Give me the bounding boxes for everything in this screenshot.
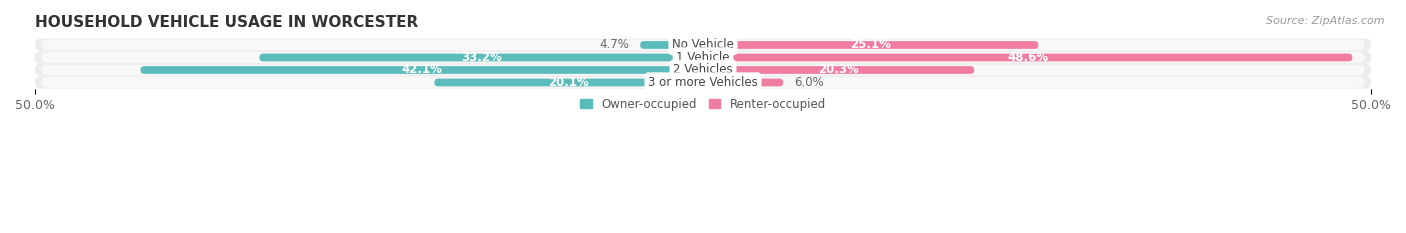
Text: 4.7%: 4.7%	[599, 38, 630, 51]
Text: 25.1%: 25.1%	[851, 38, 891, 51]
FancyBboxPatch shape	[640, 41, 703, 49]
FancyBboxPatch shape	[703, 66, 974, 74]
Text: HOUSEHOLD VEHICLE USAGE IN WORCESTER: HOUSEHOLD VEHICLE USAGE IN WORCESTER	[35, 15, 418, 30]
FancyBboxPatch shape	[703, 79, 783, 86]
Text: 6.0%: 6.0%	[794, 76, 824, 89]
Text: 48.6%: 48.6%	[1007, 51, 1049, 64]
FancyBboxPatch shape	[42, 52, 1364, 63]
FancyBboxPatch shape	[42, 77, 1364, 88]
FancyBboxPatch shape	[42, 40, 1364, 50]
Text: 2 Vehicles: 2 Vehicles	[673, 63, 733, 76]
Legend: Owner-occupied, Renter-occupied: Owner-occupied, Renter-occupied	[575, 93, 831, 115]
FancyBboxPatch shape	[703, 41, 1039, 49]
Text: 20.1%: 20.1%	[548, 76, 589, 89]
Text: 1 Vehicle: 1 Vehicle	[676, 51, 730, 64]
FancyBboxPatch shape	[35, 64, 1371, 76]
Text: Source: ZipAtlas.com: Source: ZipAtlas.com	[1267, 16, 1385, 26]
Text: No Vehicle: No Vehicle	[672, 38, 734, 51]
FancyBboxPatch shape	[42, 65, 1364, 75]
Text: 42.1%: 42.1%	[401, 63, 443, 76]
FancyBboxPatch shape	[35, 76, 1371, 89]
FancyBboxPatch shape	[703, 54, 1353, 61]
Text: 20.3%: 20.3%	[818, 63, 859, 76]
Text: 3 or more Vehicles: 3 or more Vehicles	[648, 76, 758, 89]
FancyBboxPatch shape	[35, 51, 1371, 64]
Text: 33.2%: 33.2%	[461, 51, 502, 64]
FancyBboxPatch shape	[141, 66, 703, 74]
FancyBboxPatch shape	[260, 54, 703, 61]
FancyBboxPatch shape	[434, 79, 703, 86]
FancyBboxPatch shape	[35, 39, 1371, 51]
